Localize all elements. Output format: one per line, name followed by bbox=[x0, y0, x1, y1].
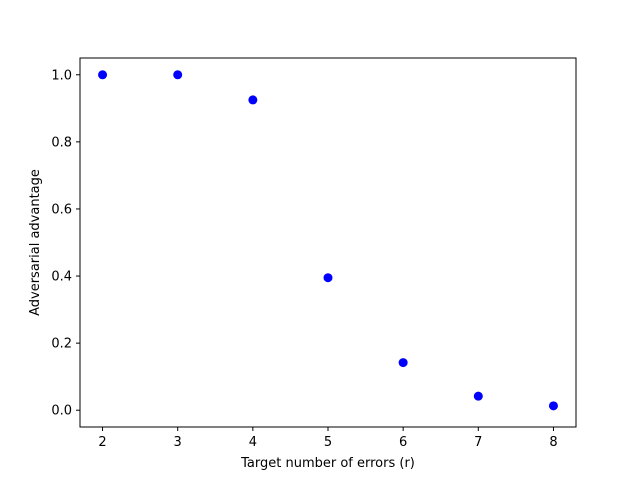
data-points bbox=[98, 70, 558, 411]
y-tick-label: 1.0 bbox=[51, 68, 72, 83]
y-axis-label: Adversarial advantage bbox=[28, 169, 43, 316]
plot-frame bbox=[79, 57, 577, 428]
data-point bbox=[98, 70, 108, 80]
data-point bbox=[548, 401, 558, 411]
y-tick-label: 0.2 bbox=[51, 337, 72, 352]
y-tick-label: 0.8 bbox=[51, 135, 72, 150]
x-axis-ticks: 2 3 4 5 6 7 8 bbox=[98, 427, 558, 450]
x-tick-label: 8 bbox=[549, 435, 557, 450]
y-tick-label: 0.6 bbox=[51, 202, 72, 217]
x-tick-label: 3 bbox=[174, 435, 182, 450]
x-tick-label: 7 bbox=[474, 435, 482, 450]
data-point bbox=[248, 95, 258, 105]
data-point bbox=[173, 70, 183, 80]
y-tick-label: 0.4 bbox=[51, 270, 72, 285]
x-tick-label: 4 bbox=[249, 435, 257, 450]
data-point bbox=[398, 358, 408, 368]
y-axis-ticks: 0.0 0.2 0.4 0.6 0.8 1.0 bbox=[51, 68, 80, 419]
x-tick-label: 5 bbox=[324, 435, 332, 450]
y-tick-label: 0.0 bbox=[51, 404, 72, 419]
x-axis-label: Target number of errors (r) bbox=[240, 456, 415, 471]
x-tick-label: 2 bbox=[98, 435, 106, 450]
data-point bbox=[323, 273, 333, 283]
x-tick-label: 6 bbox=[399, 435, 407, 450]
data-point bbox=[473, 391, 483, 401]
